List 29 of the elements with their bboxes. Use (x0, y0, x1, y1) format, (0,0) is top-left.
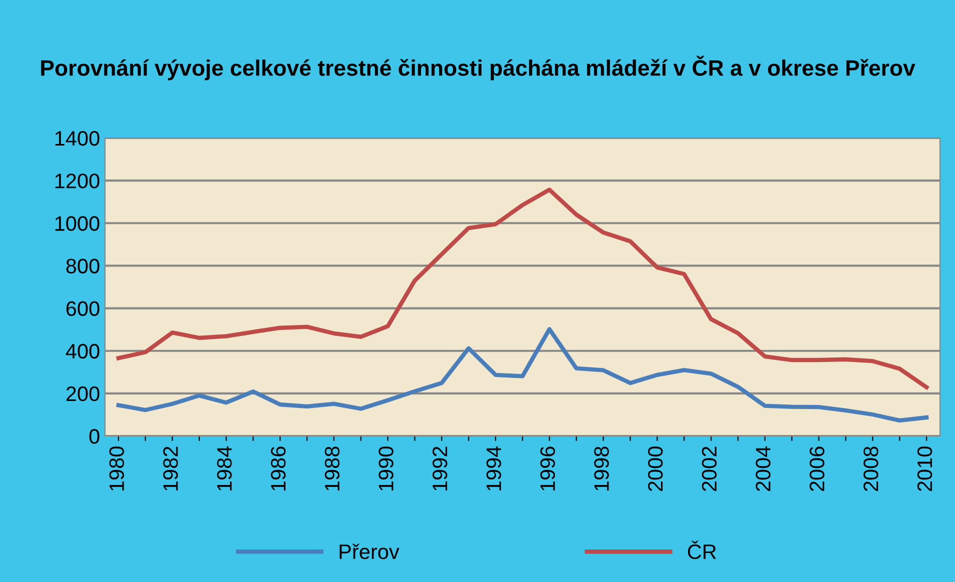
x-tick-label: 2010 (917, 446, 932, 492)
y-tick-label: 400 (66, 344, 100, 359)
y-tick-label: 200 (66, 386, 100, 402)
x-tick-label: 1980 (109, 446, 124, 490)
x-tick-label: 2004 (756, 446, 771, 492)
y-tick-label: 600 (66, 301, 100, 316)
y-tick-label: 800 (66, 258, 100, 274)
x-tick-label: 2006 (810, 446, 824, 492)
y-tick-label: 0 (89, 429, 100, 444)
y-tick-label: 1000 (55, 216, 100, 231)
line-series (116, 327, 929, 423)
legend-label: Přerov (340, 544, 400, 560)
x-tick-label: 1990 (378, 446, 394, 490)
chart-title: Porovnání vývoje celkové trestné činnosti páchána mládeží v ČR a v okrese Přerov (41, 56, 916, 80)
x-tick-label: 2000 (648, 446, 663, 492)
legend-label: ČR (688, 540, 716, 560)
x-tick-label: 1986 (270, 446, 286, 490)
line-series (116, 188, 929, 390)
x-tick-label: 2008 (864, 446, 878, 492)
y-tick-label: 1400 (55, 131, 100, 146)
x-tick-label: 1996 (540, 446, 556, 490)
x-tick-label: 1992 (432, 446, 448, 490)
x-tick-label: 1998 (594, 446, 609, 490)
x-tick-label: 1988 (324, 446, 340, 490)
x-tick-label: 1984 (217, 446, 232, 490)
x-tick-label: 1994 (486, 446, 502, 490)
x-tick-label: 2002 (702, 446, 717, 492)
x-tick-label: 1982 (163, 446, 178, 490)
y-tick-label: 1200 (55, 174, 100, 188)
